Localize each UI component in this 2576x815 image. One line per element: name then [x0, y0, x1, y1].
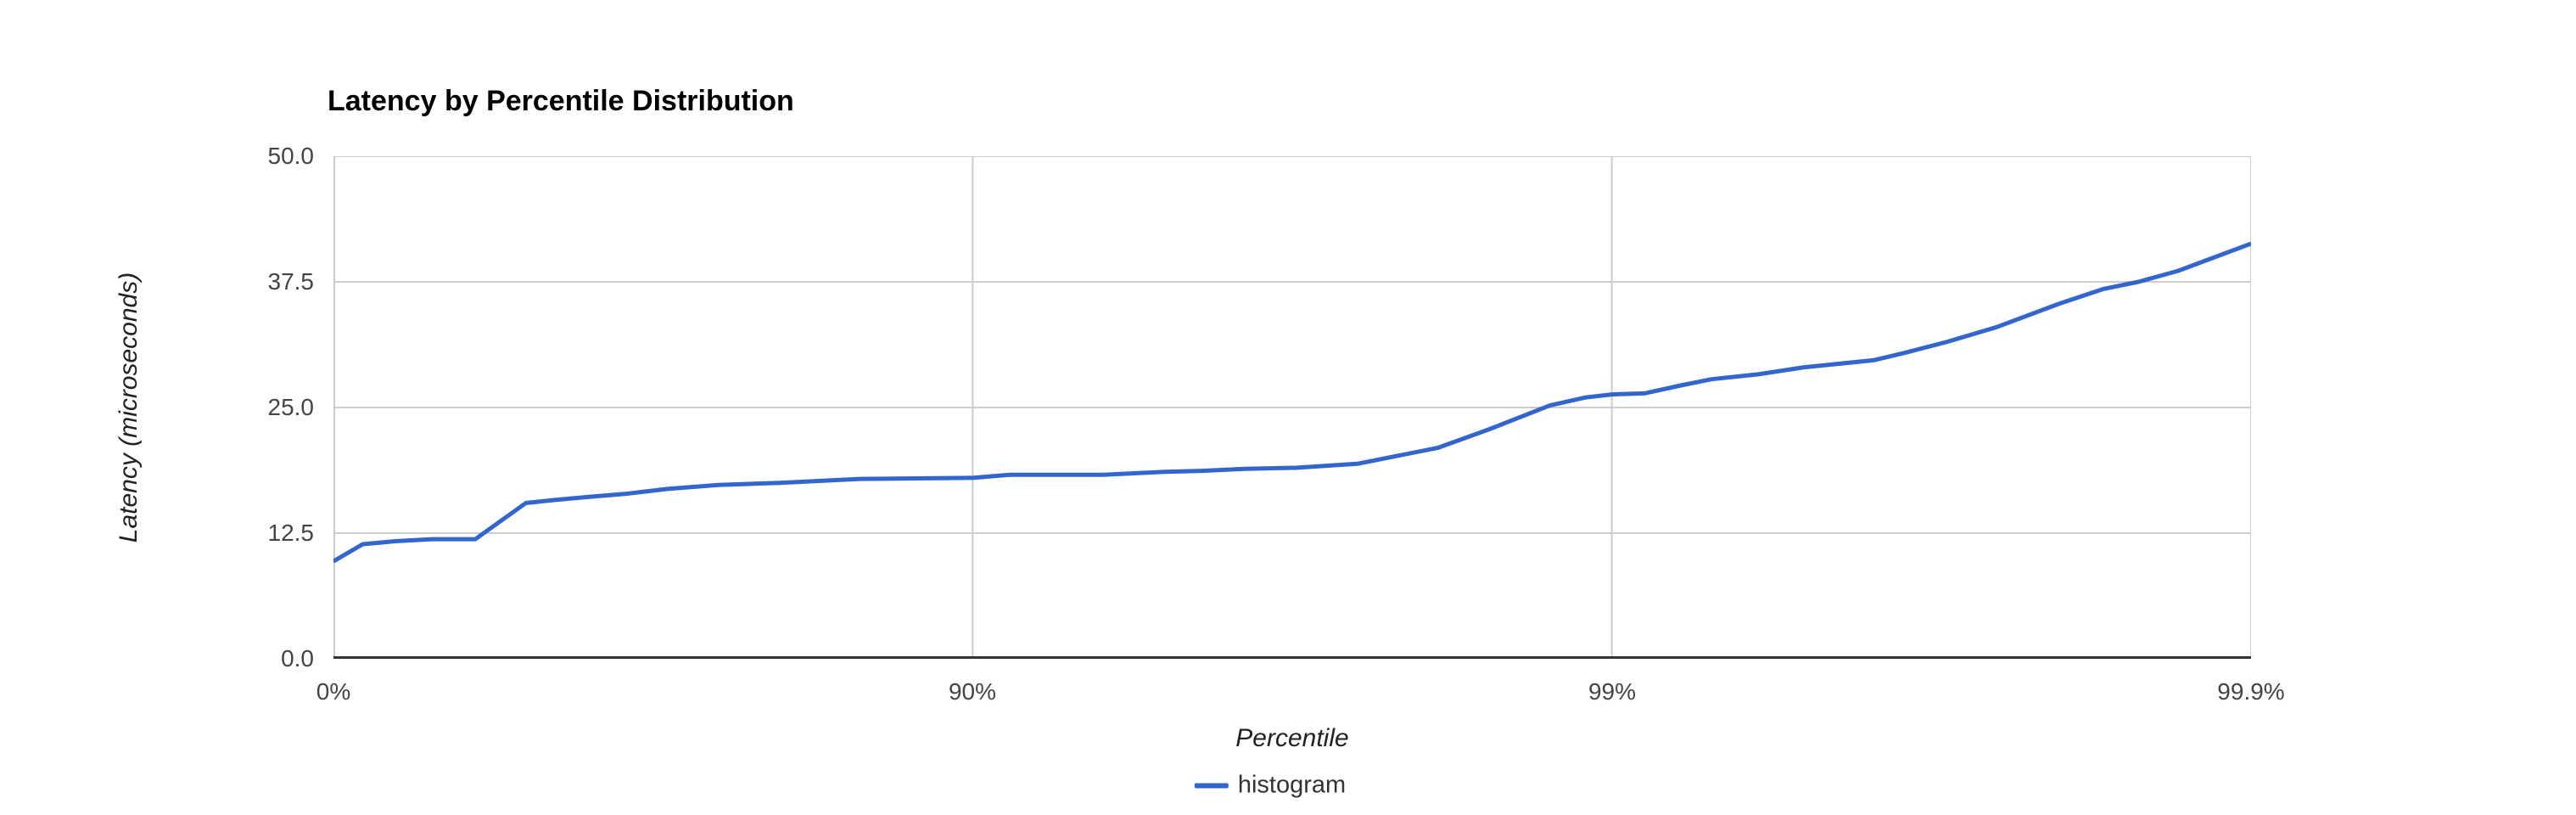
x-axis-title: Percentile	[1235, 724, 1349, 752]
y-axis-title: Latency (microseconds)	[115, 272, 143, 543]
y-tick-label: 50.0	[267, 143, 315, 169]
legend: histogram	[1194, 771, 1347, 800]
series-line-histogram	[333, 241, 2251, 564]
x-tick-label: 99%	[1588, 678, 1637, 705]
y-tick-label: 0.0	[281, 645, 314, 672]
plot-area	[333, 156, 2251, 659]
x-tick-label: 90%	[948, 678, 997, 705]
legend-line-swatch	[1194, 783, 1229, 788]
y-tick-label: 12.5	[267, 520, 315, 546]
y-tick-label: 25.0	[267, 394, 315, 420]
legend-label: histogram	[1237, 771, 1347, 799]
y-tick-label: 37.5	[267, 268, 315, 295]
chart-title: Latency by Percentile Distribution	[328, 85, 794, 117]
x-tick-label: 99.9%	[2217, 678, 2285, 705]
x-tick-label: 0%	[316, 678, 351, 705]
